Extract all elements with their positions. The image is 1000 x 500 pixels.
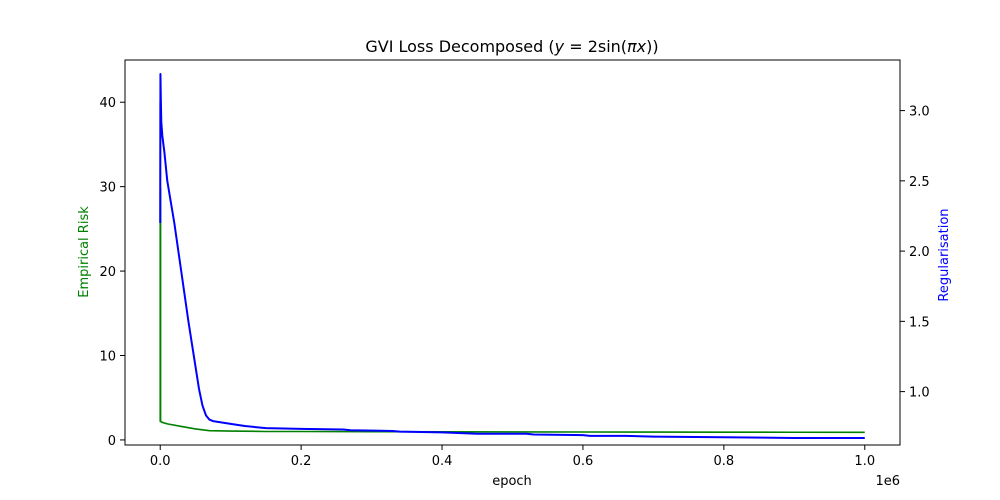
x-tick-label: 0.2	[291, 454, 312, 469]
x-tick-label: 0.8	[714, 454, 735, 469]
right-axis-ticks: 1.0 1.5 2.0 2.5 3.0	[900, 105, 930, 401]
x-tick-label: 0.6	[573, 454, 594, 469]
right-tick-label: 3.0	[909, 105, 930, 120]
left-tick-label: 0	[108, 434, 116, 449]
left-tick-label: 10	[99, 350, 116, 365]
plot-frame	[124, 59, 901, 446]
left-tick-label: 30	[99, 181, 116, 196]
right-tick-label: 1.5	[909, 315, 930, 330]
right-tick-label: 2.5	[909, 175, 930, 190]
series-layer	[159, 73, 865, 439]
x-axis-ticks: 0.0 0.2 0.4 0.6 0.8 1.0	[150, 445, 875, 469]
left-tick-label: 20	[99, 265, 116, 280]
left-tick-label: 40	[99, 96, 116, 111]
chart-title: GVI Loss Decomposed (y = 2sin(πx))	[365, 37, 658, 56]
left-axis-ticks: 0 10 20 30 40	[99, 96, 125, 449]
regularisation-line	[159, 73, 865, 439]
x-tick-label: 0.4	[432, 454, 453, 469]
left-axis-label: Empirical Risk	[77, 206, 92, 298]
empirical-risk-line	[159, 102, 865, 434]
x-tick-label: 0.0	[150, 454, 171, 469]
right-tick-label: 1.0	[909, 386, 930, 401]
right-tick-label: 2.0	[909, 245, 930, 260]
x-axis-label: epoch	[492, 474, 532, 489]
x-tick-label: 1.0	[854, 454, 875, 469]
right-axis-label: Regularisation	[937, 208, 952, 301]
x-axis-offset-label: 1e6	[875, 474, 900, 489]
